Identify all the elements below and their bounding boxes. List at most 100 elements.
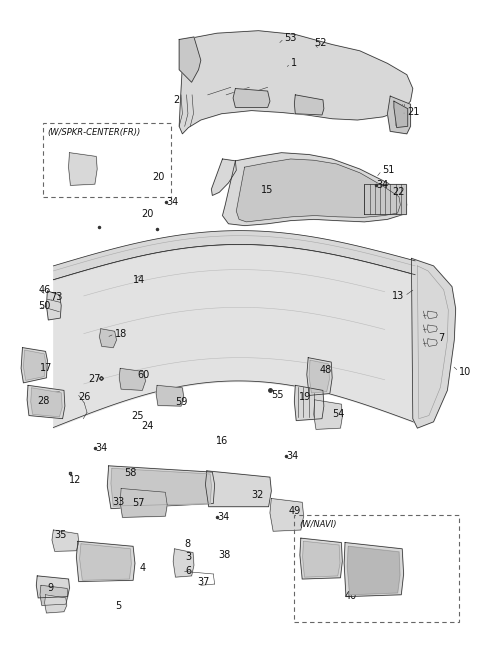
Text: 46: 46	[38, 285, 51, 295]
Text: 38: 38	[218, 550, 230, 560]
Polygon shape	[36, 576, 70, 598]
Polygon shape	[69, 153, 97, 185]
Polygon shape	[31, 388, 62, 417]
Text: 12: 12	[69, 475, 81, 485]
Text: 21: 21	[407, 107, 419, 117]
Text: 51: 51	[382, 165, 394, 176]
Polygon shape	[300, 538, 342, 579]
Text: 26: 26	[79, 392, 91, 402]
Text: 17: 17	[39, 364, 52, 373]
Text: 14: 14	[133, 274, 145, 285]
Polygon shape	[156, 385, 184, 406]
Text: 55: 55	[271, 390, 283, 400]
Text: 1: 1	[291, 58, 297, 68]
Polygon shape	[270, 498, 303, 531]
Text: 73: 73	[50, 292, 62, 303]
Polygon shape	[45, 595, 67, 613]
Polygon shape	[394, 101, 408, 128]
Text: 25: 25	[131, 411, 144, 421]
Text: 15: 15	[261, 185, 273, 195]
Text: 39: 39	[384, 586, 396, 595]
Text: 60: 60	[138, 370, 150, 381]
Text: 4: 4	[140, 563, 145, 573]
Text: 10: 10	[459, 367, 471, 377]
Polygon shape	[99, 329, 117, 348]
Text: 40: 40	[345, 591, 357, 601]
Polygon shape	[309, 360, 329, 393]
Polygon shape	[24, 350, 46, 381]
Polygon shape	[120, 489, 167, 517]
Text: 27: 27	[88, 374, 101, 384]
Text: 34: 34	[217, 512, 229, 522]
Polygon shape	[179, 37, 201, 83]
Text: 48: 48	[319, 365, 332, 375]
Polygon shape	[27, 385, 65, 419]
Polygon shape	[179, 31, 413, 134]
Text: 19: 19	[299, 392, 311, 402]
Polygon shape	[314, 400, 342, 430]
Text: 16: 16	[216, 436, 228, 445]
Text: 20: 20	[153, 172, 165, 181]
Polygon shape	[52, 530, 79, 552]
Bar	[294, 515, 459, 622]
Text: (W/NAVI): (W/NAVI)	[299, 520, 336, 529]
Polygon shape	[119, 368, 145, 390]
Text: 2: 2	[173, 95, 179, 105]
Text: 58: 58	[124, 468, 136, 478]
Text: 52: 52	[314, 38, 326, 48]
Polygon shape	[211, 159, 236, 195]
Text: 34: 34	[166, 197, 179, 208]
Text: 54: 54	[332, 409, 345, 419]
Polygon shape	[236, 159, 400, 222]
Polygon shape	[47, 291, 61, 320]
Polygon shape	[80, 544, 131, 580]
Text: (W/SPKR-CENTER(FR)): (W/SPKR-CENTER(FR))	[48, 128, 141, 136]
Text: 50: 50	[38, 301, 51, 311]
Text: 49: 49	[288, 506, 300, 516]
Polygon shape	[205, 471, 271, 507]
Text: 7: 7	[438, 333, 444, 343]
Polygon shape	[303, 541, 340, 577]
Polygon shape	[294, 385, 324, 421]
Polygon shape	[40, 586, 68, 605]
Text: 34: 34	[286, 451, 299, 461]
Polygon shape	[411, 258, 456, 428]
Polygon shape	[76, 541, 135, 582]
Text: 5: 5	[116, 601, 122, 611]
Text: 57: 57	[132, 498, 144, 508]
Text: 18: 18	[115, 329, 127, 339]
Text: 22: 22	[392, 187, 405, 197]
Text: 59: 59	[176, 397, 188, 407]
Polygon shape	[294, 95, 324, 115]
Text: 34: 34	[376, 180, 389, 191]
Text: 20: 20	[141, 210, 154, 219]
Polygon shape	[364, 184, 406, 214]
Text: 37: 37	[198, 577, 210, 587]
Text: 33: 33	[112, 497, 124, 508]
Polygon shape	[21, 348, 48, 383]
Polygon shape	[387, 96, 410, 134]
Bar	[43, 122, 171, 196]
Text: 53: 53	[284, 33, 297, 43]
Text: 32: 32	[252, 490, 264, 500]
Text: 34: 34	[95, 443, 107, 453]
Polygon shape	[108, 466, 215, 508]
Polygon shape	[427, 311, 437, 319]
Text: 28: 28	[37, 396, 49, 406]
Text: 8: 8	[185, 540, 191, 550]
Polygon shape	[344, 542, 404, 597]
Polygon shape	[173, 549, 194, 577]
Text: 3: 3	[186, 552, 192, 562]
Polygon shape	[307, 358, 332, 396]
Text: 13: 13	[392, 291, 405, 301]
Polygon shape	[427, 339, 437, 346]
Text: 35: 35	[55, 530, 67, 540]
Polygon shape	[233, 88, 270, 107]
Polygon shape	[223, 153, 407, 225]
Polygon shape	[348, 546, 400, 595]
Polygon shape	[111, 468, 211, 506]
Text: 6: 6	[186, 566, 192, 576]
Text: 9: 9	[47, 584, 53, 593]
Polygon shape	[427, 325, 437, 333]
Text: 24: 24	[141, 421, 153, 431]
